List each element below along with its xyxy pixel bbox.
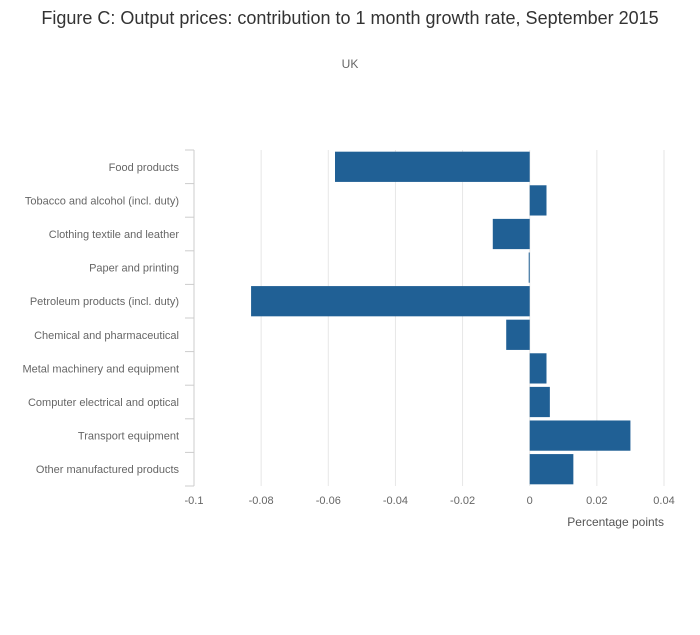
x-tick-label: -0.02 — [450, 495, 475, 507]
bar — [251, 286, 530, 317]
bar — [529, 420, 631, 451]
category-label: Chemical and pharmaceutical — [34, 330, 179, 342]
bar — [529, 386, 550, 418]
x-tick-label: 0.04 — [653, 495, 674, 507]
bar — [492, 218, 530, 250]
x-tick-label: -0.06 — [316, 495, 341, 507]
chart-title: Figure C: Output prices: contribution to… — [41, 8, 659, 28]
category-label: Computer electrical and optical — [28, 397, 179, 409]
category-label: Food products — [109, 162, 180, 174]
x-tick-label: -0.08 — [249, 495, 274, 507]
category-label: Transport equipment — [78, 431, 179, 443]
x-tick-label: 0.02 — [586, 495, 607, 507]
x-axis-title: Percentage points — [567, 515, 664, 529]
y-axis: Food products Tobacco and alcohol (incl. … — [22, 149, 195, 487]
bar — [528, 252, 530, 283]
x-axis: -0.1 -0.08 -0.06 -0.04 -0.02 0 0.02 0.04 — [185, 495, 675, 507]
category-label: Petroleum products (incl. duty) — [30, 296, 179, 308]
bar — [529, 353, 547, 384]
category-label: Clothing textile and leather — [49, 229, 180, 241]
category-label: Other manufactured products — [36, 464, 180, 476]
bars — [251, 151, 631, 485]
category-label: Paper and printing — [89, 263, 179, 275]
bar — [506, 319, 530, 350]
x-tick-label: -0.1 — [185, 495, 204, 507]
x-tick-label: 0 — [527, 495, 533, 507]
category-label: Tobacco and alcohol (incl. duty) — [25, 195, 179, 207]
chart-subtitle: UK — [341, 57, 359, 71]
x-tick-label: -0.04 — [383, 495, 408, 507]
bar — [529, 454, 574, 485]
category-label: Metal machinery and equipment — [22, 363, 179, 375]
bar — [529, 185, 547, 216]
bar — [335, 151, 530, 182]
